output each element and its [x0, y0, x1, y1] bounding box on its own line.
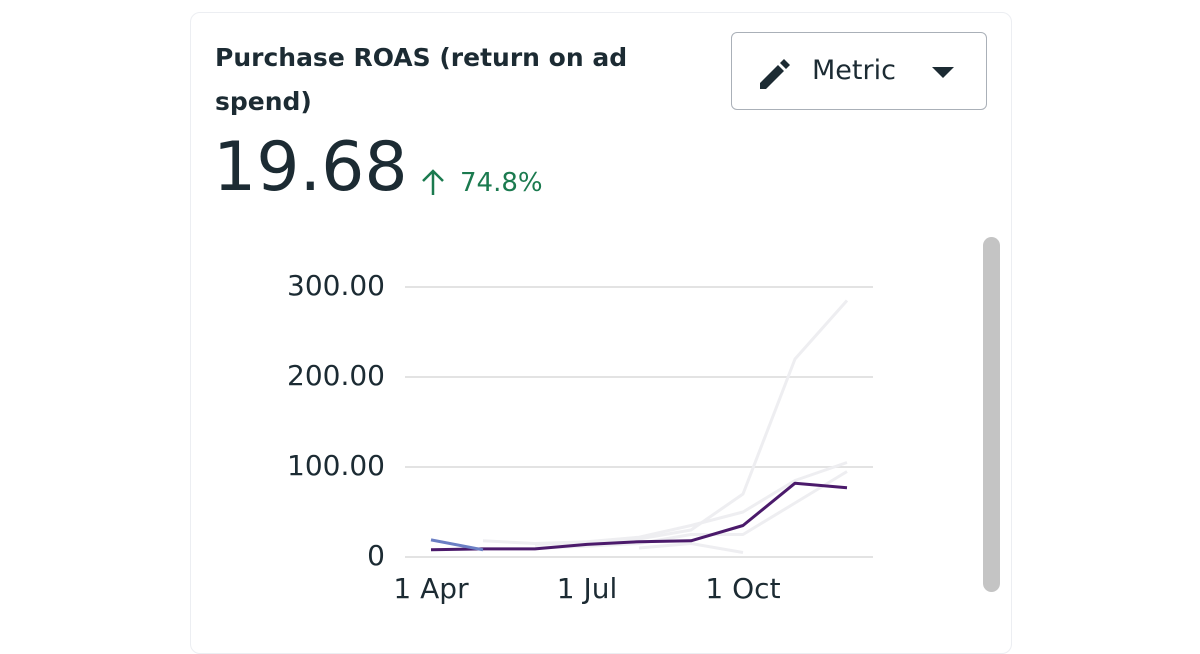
up-arrow: [422, 169, 444, 195]
y-tick-label: 0: [367, 539, 385, 572]
series-line: [534, 299, 849, 546]
x-tick-label: 1 Oct: [705, 572, 780, 605]
button-label[interactable]: Metric: [812, 55, 896, 86]
y-tick-label: 200.00: [287, 359, 385, 392]
metric-value: 19.68: [213, 128, 408, 207]
y-tick-label: 100.00: [287, 449, 385, 482]
y-tick-label: 300.00: [287, 269, 385, 302]
card-title: Purchase ROAS (return on ad spend): [215, 43, 628, 116]
series-line: [638, 542, 744, 554]
card: [190, 12, 1012, 654]
series-line: [534, 470, 848, 550]
chart: 0 100.00 200.00 300.00 1 Apr 1 Jul 1 Oct: [287, 269, 873, 605]
pencil-icon: [760, 59, 790, 89]
page: Purchase ROAS (return on ad spend) Metri…: [190, 12, 1012, 654]
scrollbar[interactable]: [983, 237, 1000, 592]
metric-change: 74.8%: [460, 168, 543, 198]
x-tick-label: 1 Apr: [393, 572, 469, 605]
series-line: [482, 461, 848, 545]
series-line: [430, 538, 484, 552]
x-tick-label: 1 Jul: [557, 572, 618, 605]
series-line: [430, 481, 848, 552]
metric-button[interactable]: Metric: [731, 32, 987, 110]
caret-icon: [932, 67, 954, 78]
